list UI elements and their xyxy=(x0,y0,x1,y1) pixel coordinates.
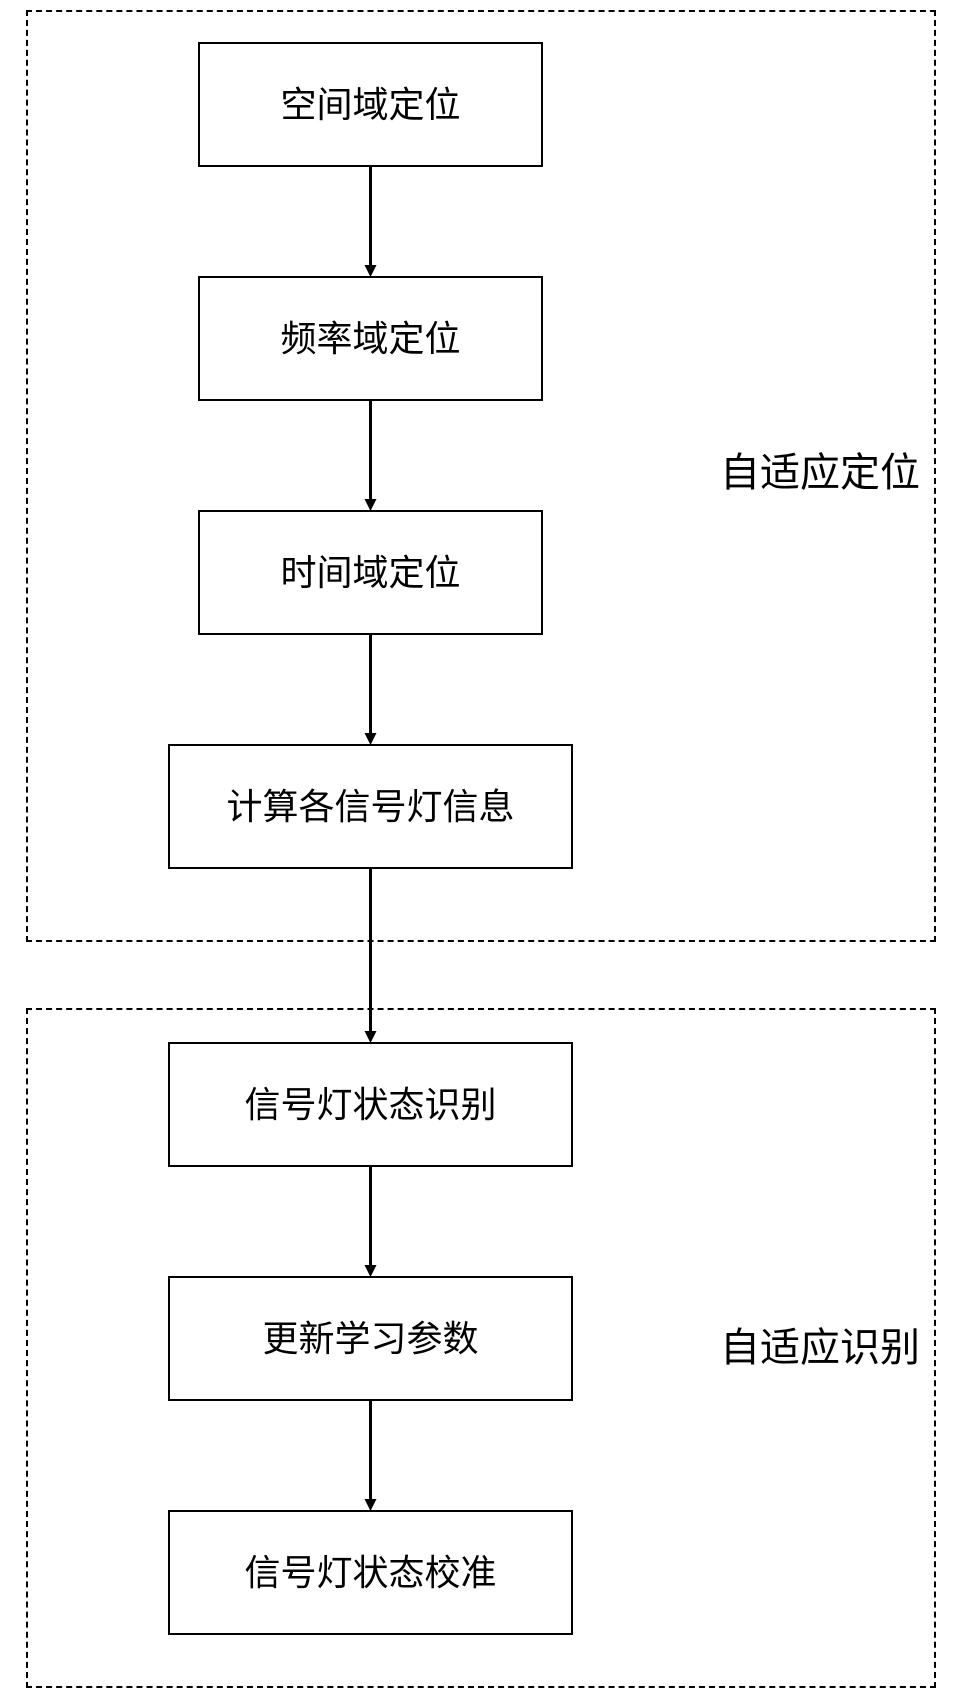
node-n7: 信号灯状态校准 xyxy=(168,1510,573,1635)
node-n6: 更新学习参数 xyxy=(168,1276,573,1401)
node-n5-label: 信号灯状态识别 xyxy=(244,1083,496,1126)
node-n2-label: 频率域定位 xyxy=(280,317,460,360)
node-n3: 时间域定位 xyxy=(198,510,543,635)
node-n3-label: 时间域定位 xyxy=(280,551,460,594)
node-n7-label: 信号灯状态校准 xyxy=(244,1551,496,1594)
node-n4: 计算各信号灯信息 xyxy=(168,744,573,869)
node-n1: 空间域定位 xyxy=(198,42,543,167)
node-n1-label: 空间域定位 xyxy=(280,83,460,126)
node-n6-label: 更新学习参数 xyxy=(262,1317,478,1360)
node-n5: 信号灯状态识别 xyxy=(168,1042,573,1167)
node-n4-label: 计算各信号灯信息 xyxy=(226,785,514,828)
group-adaptive-recognize-label: 自适应识别 xyxy=(720,1315,920,1373)
group-adaptive-locate-label: 自适应定位 xyxy=(720,440,920,498)
node-n2: 频率域定位 xyxy=(198,276,543,401)
diagram-canvas: 自适应定位自适应识别 空间域定位频率域定位时间域定位计算各信号灯信息信号灯状态识别… xyxy=(0,0,961,1707)
